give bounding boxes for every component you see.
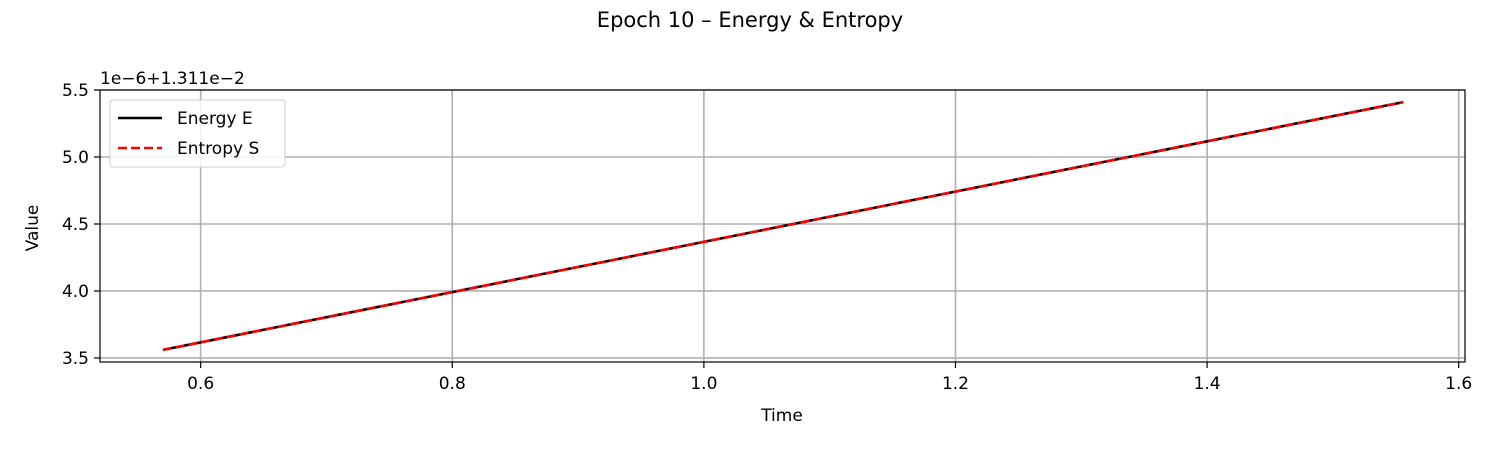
y-axis: 3.5 4.0 4.5 5.0 5.5 xyxy=(62,81,100,369)
plot-frame xyxy=(99,89,1466,363)
y-tick-label: 4.5 xyxy=(62,215,89,235)
y-tick-label: 4.0 xyxy=(62,282,89,302)
y-tick-label: 5.5 xyxy=(62,81,89,101)
x-tick-label: 1.6 xyxy=(1445,374,1472,394)
x-tick-label: 1.4 xyxy=(1194,374,1221,394)
x-tick-label: 0.6 xyxy=(187,374,214,394)
x-tick-label: 0.8 xyxy=(439,374,466,394)
x-axis: 0.6 0.8 1.0 1.2 1.4 1.6 xyxy=(187,362,1472,394)
x-tick-label: 1.2 xyxy=(942,374,969,394)
series-layer xyxy=(162,100,1404,352)
legend: Energy E Entropy S xyxy=(109,99,286,168)
axis-offset-text: 1e−6+1.311e−2 xyxy=(100,69,245,89)
x-axis-label: Time xyxy=(760,406,803,426)
legend-label-entropy: Entropy S xyxy=(177,139,259,159)
y-tick-label: 3.5 xyxy=(62,349,89,369)
x-tick-label: 1.0 xyxy=(690,374,717,394)
y-axis-label: Value xyxy=(23,205,43,252)
legend-label-energy: Energy E xyxy=(177,109,253,129)
y-tick-label: 5.0 xyxy=(62,148,89,168)
series-line-entropy-s xyxy=(162,100,1404,352)
chart-title: Epoch 10 – Energy & Entropy xyxy=(597,8,903,32)
